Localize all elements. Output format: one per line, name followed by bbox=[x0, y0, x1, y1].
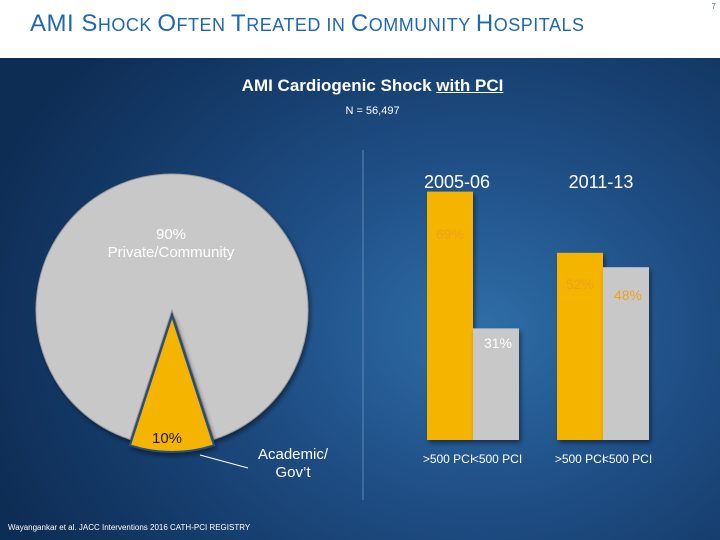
title-part: SHOCK bbox=[81, 10, 158, 37]
bar-value-label: 52% bbox=[565, 276, 595, 292]
pie-value-academic: 10% bbox=[151, 430, 183, 447]
category-label: >500 PCI bbox=[554, 452, 606, 466]
category-label: <500 PCI bbox=[601, 452, 653, 466]
category-label: <500 PCI bbox=[471, 452, 523, 466]
bar-value-label: 31% bbox=[483, 335, 513, 351]
title-part: HOSPITALS bbox=[475, 10, 585, 37]
group-label-2005-06: 2005-06 bbox=[423, 172, 491, 192]
category-label: >500 PCI bbox=[422, 452, 474, 466]
pie-name-academic: Academic/ Gov’t bbox=[257, 446, 329, 481]
chart-title: AMI Cardiogenic Shock with PCI bbox=[0, 76, 720, 96]
title-part: COMMUNITY bbox=[350, 10, 476, 37]
group-label-2011-13: 2011-13 bbox=[568, 172, 634, 192]
bar-over-500-2005-06 bbox=[427, 191, 473, 440]
bar-value-label: 69% bbox=[435, 226, 465, 242]
page-title: AMI SHOCK OFTEN TREATED IN COMMUNITY HOS… bbox=[30, 10, 690, 38]
pie-name-private: Private/Community bbox=[107, 244, 235, 261]
slide-number: 7 bbox=[711, 2, 716, 11]
bar-under-500-2011-13 bbox=[603, 267, 649, 440]
pie-slice-private bbox=[35, 173, 309, 440]
chart-subtitle: N = 56,497 bbox=[345, 105, 400, 117]
bar-chart bbox=[427, 191, 649, 440]
footnote-citation: Wayangankar et al. JACC Interventions 20… bbox=[8, 523, 251, 532]
chart-title-prefix: AMI Cardiogenic Shock bbox=[241, 76, 437, 95]
pie-label-private: 90% Private/Community bbox=[96, 226, 246, 262]
pie-value-private: 90% bbox=[155, 226, 187, 243]
title-part: AMI bbox=[30, 10, 82, 37]
pie-slice-academic bbox=[128, 312, 216, 453]
bar-over-500-2011-13 bbox=[557, 252, 603, 440]
bar-value-label: 48% bbox=[613, 287, 643, 303]
pie-chart bbox=[35, 173, 309, 453]
bar-under-500-2005-06 bbox=[473, 328, 519, 440]
pie-leader-line bbox=[199, 454, 249, 469]
chart-title-underlined: with PCI bbox=[436, 76, 504, 95]
title-part: TREATED IN bbox=[231, 10, 351, 37]
title-part: OFTEN bbox=[157, 10, 232, 37]
header-band bbox=[0, 0, 720, 58]
